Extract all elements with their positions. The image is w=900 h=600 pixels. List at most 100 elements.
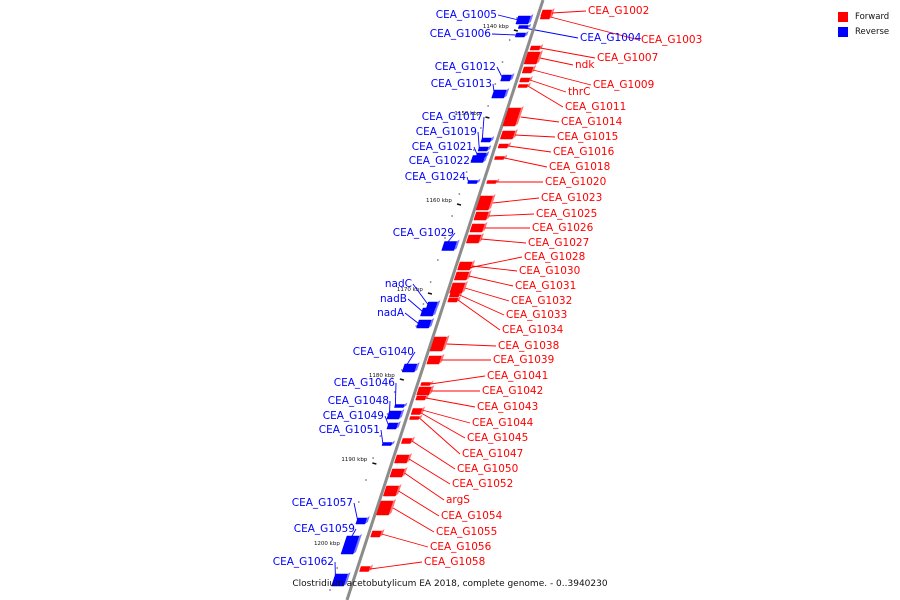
gene-label-cea-g1019[interactable]: CEA_G1019 (416, 126, 477, 138)
gene-label-cea-g1002[interactable]: CEA_G1002 (588, 5, 649, 17)
gene-label-cea-g1040[interactable]: CEA_G1040 (353, 346, 414, 358)
gene-label-cea-g1049[interactable]: CEA_G1049 (323, 410, 384, 422)
gene-label-nada[interactable]: nadA (377, 307, 405, 319)
gene-feature-cea-g1024[interactable] (467, 178, 481, 184)
gene-label-cea-g1046[interactable]: CEA_G1046 (334, 377, 396, 389)
gene-feature-cea-g1042[interactable] (416, 385, 435, 396)
gene-label-cea-g1038[interactable]: CEA_G1038 (498, 340, 559, 352)
gene-label-cea-g1017[interactable]: CEA_G1017 (422, 111, 483, 123)
gene-feature-cea-g1032[interactable] (449, 281, 468, 294)
gene-feature-cea-g1046[interactable] (394, 402, 408, 408)
gene-label-cea-g1052[interactable]: CEA_G1052 (452, 478, 513, 490)
gene-feature-cea-g1003[interactable] (539, 13, 554, 20)
gene-label-cea-g1047[interactable]: CEA_G1047 (462, 448, 523, 460)
gene-label-cea-g1033[interactable]: CEA_G1033 (506, 309, 567, 321)
gene-feature-thrc[interactable] (519, 76, 533, 83)
gene-label-cea-g1031[interactable]: CEA_G1031 (515, 280, 576, 292)
gene-label-cea-g1032[interactable]: CEA_G1032 (511, 295, 572, 307)
gene-feature-cea-g1050[interactable] (400, 436, 415, 444)
gene-label-cea-g1014[interactable]: CEA_G1014 (561, 116, 623, 128)
gene-feature-cea-g1045[interactable] (410, 409, 425, 415)
gene-label-thrc[interactable]: thrC (568, 86, 590, 98)
gene-feature-cea-g1019[interactable] (477, 145, 492, 152)
gene-label-cea-g1058[interactable]: CEA_G1058 (424, 556, 485, 568)
gene-label-nadc[interactable]: nadC (385, 278, 412, 290)
gene-feature-cea-g1041[interactable] (420, 380, 434, 386)
gene-label-cea-g1013[interactable]: CEA_G1013 (431, 78, 492, 90)
gene-feature-cea-g1016[interactable] (497, 142, 512, 149)
gene-label-cea-g1028[interactable]: CEA_G1028 (524, 251, 585, 263)
gene-label-args[interactable]: argS (446, 494, 470, 506)
gene-label-cea-g1006[interactable]: CEA_G1006 (430, 28, 492, 40)
gene-feature-cea-g1051[interactable] (381, 440, 395, 446)
gene-label-cea-g1004[interactable]: CEA_G1004 (580, 32, 642, 44)
gene-feature-cea-g1020[interactable] (486, 178, 500, 184)
gene-label-cea-g1007[interactable]: CEA_G1007 (597, 52, 658, 64)
gene-label-cea-g1054[interactable]: CEA_G1054 (441, 510, 503, 522)
gene-label-cea-g1021[interactable]: CEA_G1021 (412, 141, 473, 153)
gene-feature-cea-g1022[interactable] (470, 153, 489, 163)
gene-feature-cea-g1027[interactable] (465, 233, 484, 244)
gene-feature-cea-g1049[interactable] (386, 421, 401, 430)
gene-feature-cea-g1059[interactable] (340, 534, 362, 555)
gene-feature-cea-g1048[interactable] (386, 409, 405, 420)
gene-label-cea-g1012[interactable]: CEA_G1012 (435, 61, 496, 73)
gene-label-cea-g1030[interactable]: CEA_G1030 (519, 265, 580, 277)
gene-feature-cea-g1038[interactable] (429, 335, 450, 352)
gene-label-cea-g1023[interactable]: CEA_G1023 (541, 192, 602, 204)
gene-feature-cea-g1017[interactable] (480, 136, 495, 143)
gene-label-cea-g1048[interactable]: CEA_G1048 (328, 395, 389, 407)
gene-label-cea-g1043[interactable]: CEA_G1043 (477, 401, 538, 413)
gene-feature-cea-g1034[interactable] (447, 296, 461, 303)
gene-label-cea-g1029[interactable]: CEA_G1029 (393, 227, 454, 239)
gene-feature-cea-g1006[interactable] (514, 31, 529, 38)
gene-feature-nadb[interactable] (420, 306, 439, 317)
gene-label-ndk[interactable]: ndk (575, 59, 595, 71)
gene-label-cea-g1050[interactable]: CEA_G1050 (457, 463, 518, 475)
gene-feature-cea-g1013[interactable] (491, 88, 510, 99)
gene-label-cea-g1056[interactable]: CEA_G1056 (430, 541, 492, 553)
gene-feature-cea-g1015[interactable] (499, 129, 518, 140)
gene-feature-cea-g1026[interactable] (469, 222, 488, 233)
gene-label-cea-g1016[interactable]: CEA_G1016 (553, 146, 615, 158)
gene-feature-cea-g1062[interactable] (331, 572, 351, 587)
gene-feature-cea-g1043[interactable] (415, 394, 429, 401)
gene-label-cea-g1045[interactable]: CEA_G1045 (467, 432, 528, 444)
gene-label-cea-g1005[interactable]: CEA_G1005 (436, 9, 497, 21)
gene-feature-cea-g1030[interactable] (457, 260, 476, 271)
gene-feature-cea-g1014[interactable] (502, 106, 524, 127)
gene-label-cea-g1015[interactable]: CEA_G1015 (557, 131, 618, 143)
gene-feature-cea-g1011[interactable] (517, 82, 531, 88)
gene-feature-cea-g1029[interactable] (441, 239, 460, 251)
gene-feature-cea-g1018[interactable] (494, 154, 508, 160)
gene-label-cea-g1009[interactable]: CEA_G1009 (593, 79, 654, 91)
gene-label-cea-g1062[interactable]: CEA_G1062 (273, 556, 334, 568)
gene-label-cea-g1034[interactable]: CEA_G1034 (502, 324, 564, 336)
gene-feature-cea-g1056[interactable] (370, 529, 385, 538)
gene-label-cea-g1027[interactable]: CEA_G1027 (528, 237, 589, 249)
gene-feature-args[interactable] (389, 467, 408, 478)
gene-feature-cea-g1039[interactable] (426, 354, 445, 365)
gene-label-cea-g1020[interactable]: CEA_G1020 (545, 176, 606, 188)
gene-feature-cea-g1031[interactable] (453, 270, 472, 281)
gene-label-cea-g1059[interactable]: CEA_G1059 (294, 523, 355, 535)
gene-feature-cea-g1033[interactable] (448, 291, 463, 298)
gene-feature-cea-g1052[interactable] (394, 453, 413, 464)
gene-feature-cea-g1005[interactable] (515, 14, 534, 25)
gene-feature-cea-g1007[interactable] (529, 44, 544, 51)
gene-label-cea-g1042[interactable]: CEA_G1042 (482, 385, 543, 397)
gene-feature-cea-g1047[interactable] (409, 414, 423, 420)
gene-label-cea-g1044[interactable]: CEA_G1044 (472, 417, 534, 429)
gene-feature-cea-g1004[interactable] (517, 23, 532, 29)
gene-feature-cea-g1040[interactable] (401, 362, 420, 373)
gene-label-cea-g1024[interactable]: CEA_G1024 (405, 171, 467, 183)
gene-label-cea-g1051[interactable]: CEA_G1051 (319, 424, 380, 436)
gene-label-cea-g1022[interactable]: CEA_G1022 (409, 155, 470, 167)
gene-feature-nadc[interactable] (426, 300, 441, 309)
gene-feature-nada[interactable] (416, 318, 435, 329)
gene-feature-cea-g1057[interactable] (355, 516, 370, 525)
gene-label-nadb[interactable]: nadB (380, 293, 407, 305)
gene-label-cea-g1055[interactable]: CEA_G1055 (436, 526, 497, 538)
gene-feature-cea-g1009[interactable] (521, 65, 537, 74)
gene-feature-cea-g1025[interactable] (473, 210, 492, 221)
